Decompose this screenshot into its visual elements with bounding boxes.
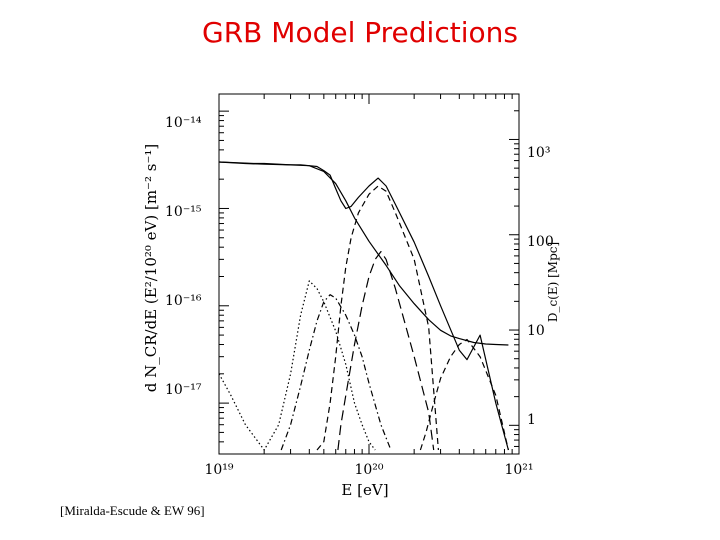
series-7-line: [218, 161, 509, 346]
series-2-line: [316, 185, 439, 451]
y2-tick-label-1: 1: [527, 412, 536, 428]
y2-tick-label-100: 100: [527, 234, 554, 250]
series-4-line: [218, 280, 376, 451]
slide-title: GRB Model Predictions: [202, 16, 518, 49]
y-tick-label-1e-17: 10⁻¹⁷: [165, 382, 202, 398]
x-tick-label-1e21: 10²¹: [504, 462, 533, 478]
y-tick-label-1e-15: 10⁻¹⁵: [165, 204, 202, 220]
y-tick-label-1e-16: 10⁻¹⁶: [165, 293, 202, 309]
tick-marks: [218, 93, 519, 455]
x-tick-label-1e19: 10¹⁹: [204, 462, 233, 478]
x-tick-label-1e20: 10²⁰: [354, 462, 383, 478]
series-1-line: [218, 161, 509, 451]
y2-axis-label: D_c(E) [Mpc]: [546, 242, 560, 322]
curves: [218, 161, 509, 451]
citation: [Miralda-Escude & EW 96]: [60, 503, 205, 518]
plot-frame: [218, 93, 520, 455]
y2-tick-label-1e3: 10³: [527, 145, 550, 161]
series-6-line: [419, 338, 509, 451]
y2-tick-label-10: 10: [527, 323, 545, 339]
y-tick-label-1e-14: 10⁻¹⁴: [165, 115, 202, 131]
x-axis-label: E [eV]: [341, 481, 388, 499]
y-axis-label: d N_CR/dE (E²/10²⁰ eV) [m⁻² s⁻¹]: [142, 144, 160, 392]
series-5-line: [280, 294, 392, 451]
